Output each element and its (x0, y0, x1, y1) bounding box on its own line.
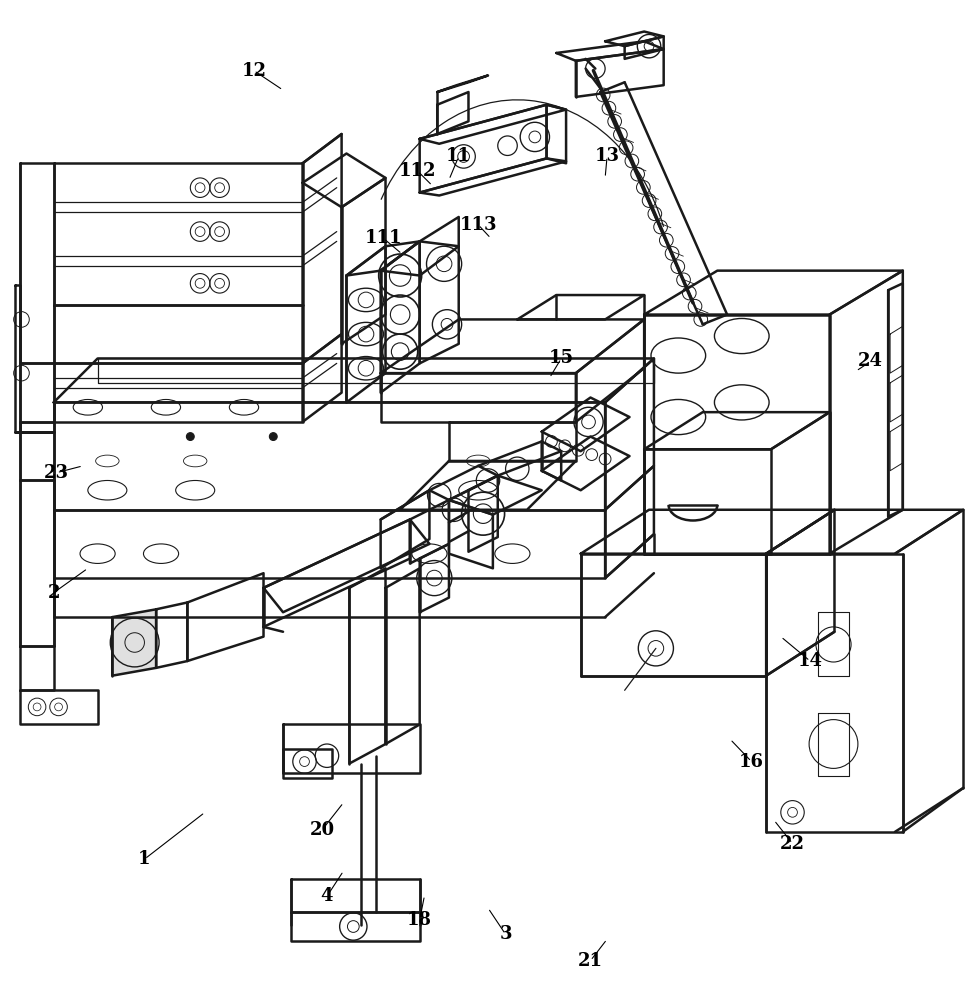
Text: 112: 112 (399, 162, 436, 180)
Text: 1: 1 (139, 850, 150, 868)
Text: 22: 22 (780, 835, 805, 853)
Circle shape (186, 433, 194, 440)
Text: 11: 11 (446, 147, 471, 165)
Polygon shape (112, 609, 156, 676)
Text: 13: 13 (594, 147, 620, 165)
Text: 21: 21 (578, 952, 603, 970)
Text: 15: 15 (549, 349, 574, 367)
Text: 113: 113 (460, 216, 497, 234)
Text: 3: 3 (500, 925, 511, 943)
Text: 14: 14 (797, 652, 823, 670)
Text: 111: 111 (365, 229, 402, 247)
Circle shape (269, 433, 277, 440)
Text: 12: 12 (241, 62, 266, 80)
Text: 24: 24 (858, 352, 883, 370)
Text: 2: 2 (48, 584, 60, 602)
Text: 23: 23 (44, 464, 69, 482)
Text: 16: 16 (739, 753, 764, 771)
Text: 18: 18 (407, 911, 432, 929)
Text: 20: 20 (309, 821, 335, 839)
Text: 4: 4 (321, 887, 333, 905)
